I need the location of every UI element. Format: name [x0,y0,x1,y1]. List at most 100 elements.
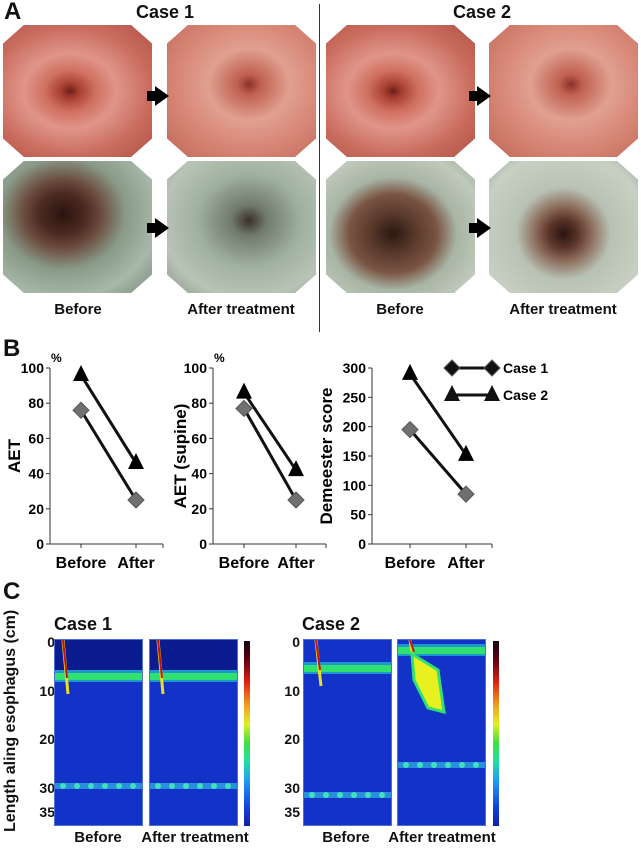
y-tick-label: 0 [358,536,366,552]
y-tick-label: 35 [284,804,300,821]
label-before: Before [54,301,102,318]
manometry-case2-title: Case 2 [302,614,361,634]
heatmap-dot [309,792,315,798]
panel-b-charts: 0 20 40 60 80 100 Before After% AET 0 20 40 60 80 100 B… [5,351,548,572]
heatmap-dot [337,792,343,798]
heatmap-high-pressure-band [398,647,485,654]
x-tick-label: Before [385,555,436,572]
heatmap-dot [102,783,108,789]
y-tick-label: 40 [191,466,207,482]
heatmap-dot [323,792,329,798]
endoscopy-case1-before-nbi [3,161,152,293]
heatmap-background [398,640,485,825]
manometry-case1-before [54,639,143,826]
panel-label-c: C [3,578,21,605]
diamond-marker [287,491,305,509]
manometry-case1-after [149,639,238,826]
endoscopy-case2-before-nbi [326,161,475,293]
x-tick-label: After [277,555,314,572]
y-tick-label: 300 [343,360,367,376]
y-axis-label: AET [5,438,24,473]
heatmap-dot [155,783,161,789]
series-line-case-1 [242,407,298,501]
heatmap-dot [379,792,385,798]
case2-title: Case 2 [452,2,512,22]
y-tick-label: 80 [191,395,207,411]
triangle-marker [402,363,418,380]
label-after-treatment: After treatment [509,301,617,318]
heatmap-dot [459,762,465,768]
y-tick-label: 80 [28,395,44,411]
heatmap-dot [403,762,409,768]
heatmap-dot [473,762,479,768]
y-tick-label: 35 [39,804,55,821]
heatmap-dot [445,762,451,768]
heatmap-dark-region [150,640,237,670]
heatmap-high-pressure-band [150,673,237,680]
heatmap-dot [116,783,122,789]
y-tick-label: 20 [28,501,44,517]
series-line-case-2 [242,391,298,471]
triangle-marker [458,444,474,461]
triangle-marker [73,365,89,382]
triangle-marker [444,385,460,401]
diamond-marker [72,401,90,419]
y-tick-label: 50 [350,507,366,523]
heatmap-dot [88,783,94,789]
heatmap-peak [157,640,163,679]
diamond-marker [483,359,501,377]
endoscopy-case1-before-white-light [3,25,152,157]
x-tick-label: Before [56,555,107,572]
case-divider [319,4,320,332]
heatmap-high-pressure-band [304,665,391,672]
series-line-case-2 [79,374,138,464]
x-tick-label: After [117,555,154,572]
triangle-marker [484,385,500,401]
series-line-case-2 [408,373,468,456]
y-tick-label: 10 [284,682,300,699]
manometry-case1-title: Case 1 [54,614,113,634]
triangle-marker [288,460,304,477]
triangle-marker [128,453,144,470]
y-tick-label: 0 [36,536,44,552]
y-tick-label: 100 [21,360,45,376]
heatmap-les-band [398,762,485,768]
heatmap-les-band [304,792,391,798]
arrow-right-icon [147,218,169,238]
diamond-marker [443,359,461,377]
heatmap-dot [60,783,66,789]
x-tick-label: After [447,555,484,572]
y-tick-label: 0 [292,634,300,650]
arrow-right-icon [147,86,169,106]
series-line-case-1 [79,409,138,501]
diamond-marker [401,420,419,439]
heatmap-peak [315,640,321,671]
y-tick-label: 20 [284,731,300,748]
y-tick-label: 30 [39,779,55,796]
y-tick-label: 20 [39,731,55,748]
colorbar [493,641,499,826]
diamond-marker [235,399,253,418]
label-before: Before [74,829,122,846]
heatmap-les-band [55,783,142,789]
heatmap-dot [74,783,80,789]
y-tick-label: 40 [28,466,44,482]
endoscopy-case2-after-white-light [489,25,638,157]
manometry-y-axis-label: Length aling esophagus (cm) [2,609,19,832]
case1-title: Case 1 [135,2,195,22]
heatmap-dot [169,783,175,789]
endoscopy-case2-after-nbi [489,161,638,293]
heatmap-high-pressure-band [55,673,142,680]
y-tick-label: 150 [343,448,367,464]
label-after-treatment: After treatment [141,829,249,846]
heatmap-dot [417,762,423,768]
triangle-marker [236,382,252,399]
x-tick-label: Before [219,555,270,572]
heatmap-dot [351,792,357,798]
y-tick-label: 0 [47,634,55,650]
series-line-case-1 [408,428,468,496]
diamond-marker [127,491,145,509]
heatmap-dot [183,783,189,789]
y-unit-label: % [214,351,225,365]
y-tick-label: 60 [28,430,44,446]
